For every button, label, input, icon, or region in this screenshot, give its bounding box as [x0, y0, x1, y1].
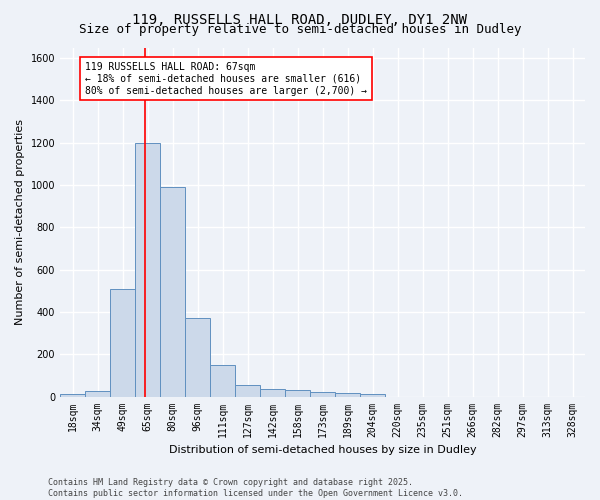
Text: 119 RUSSELLS HALL ROAD: 67sqm
← 18% of semi-detached houses are smaller (616)
80: 119 RUSSELLS HALL ROAD: 67sqm ← 18% of s…: [85, 62, 367, 96]
Text: 119, RUSSELLS HALL ROAD, DUDLEY, DY1 2NW: 119, RUSSELLS HALL ROAD, DUDLEY, DY1 2NW: [133, 12, 467, 26]
Bar: [235, 385, 260, 396]
Bar: [260, 388, 285, 396]
Bar: [160, 187, 185, 396]
Y-axis label: Number of semi-detached properties: Number of semi-detached properties: [15, 119, 25, 325]
X-axis label: Distribution of semi-detached houses by size in Dudley: Distribution of semi-detached houses by …: [169, 445, 476, 455]
Text: Size of property relative to semi-detached houses in Dudley: Size of property relative to semi-detach…: [79, 22, 521, 36]
Bar: [360, 394, 385, 396]
Bar: [210, 365, 235, 396]
Bar: [285, 390, 310, 396]
Bar: [335, 394, 360, 396]
Bar: [85, 392, 110, 396]
Bar: [60, 394, 85, 396]
Bar: [185, 318, 210, 396]
Bar: [110, 288, 135, 397]
Bar: [135, 142, 160, 396]
Text: Contains HM Land Registry data © Crown copyright and database right 2025.
Contai: Contains HM Land Registry data © Crown c…: [48, 478, 463, 498]
Bar: [310, 392, 335, 396]
